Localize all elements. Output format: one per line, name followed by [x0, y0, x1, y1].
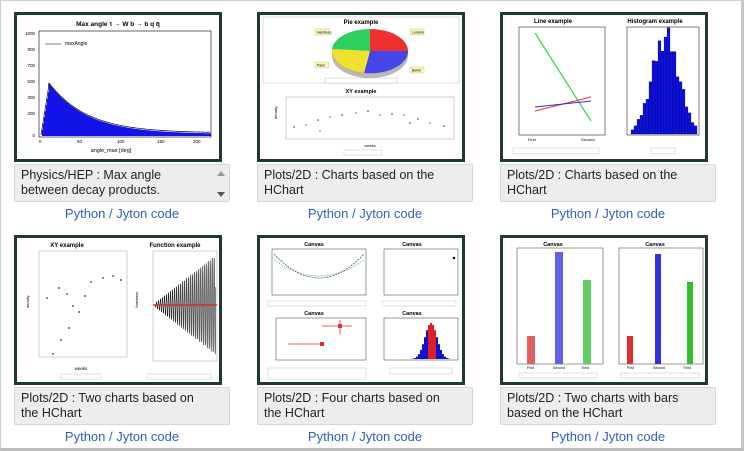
thumb-xlabel: angle_max [deg]	[91, 148, 132, 154]
thumb-title-2: Canvas	[402, 242, 422, 248]
svg-text:900: 900	[27, 47, 35, 52]
svg-text:Paris: Paris	[317, 64, 325, 68]
caption-1: Physics/HEP : Max angle between decay pr…	[14, 164, 230, 202]
thumb-title: Canvas	[304, 242, 324, 248]
svg-text:Berlin: Berlin	[412, 69, 421, 73]
thumb-title: Max angle τ → W b → b q q̄	[76, 20, 160, 28]
svg-text:weeks: weeks	[75, 366, 89, 371]
svg-text:Hamburg: Hamburg	[317, 31, 331, 35]
caption-text: Physics/HEP : Max angle between decay pr…	[21, 168, 162, 197]
python-code-link-5[interactable]: Python / Jyton code	[307, 429, 423, 444]
svg-text:100: 100	[117, 139, 125, 144]
thumb-legend: maxAngle	[65, 41, 87, 47]
svg-text:density: density	[273, 106, 278, 119]
svg-text:First: First	[528, 137, 537, 142]
svg-text:First: First	[527, 366, 534, 370]
thumb-title: Line example	[534, 19, 573, 25]
caption-scrollbar[interactable]	[215, 169, 227, 199]
thumb-title-4: Canvas	[402, 311, 422, 317]
thumb-title-2: Histogram example	[627, 19, 683, 25]
svg-text:Second: Second	[653, 366, 665, 370]
svg-text:200: 200	[193, 139, 201, 144]
svg-text:density: density	[25, 295, 30, 308]
python-code-link-3[interactable]: Python / Jyton code	[550, 206, 666, 221]
caption-text: Plots/2D : Two charts with bars based on…	[507, 391, 679, 420]
caption-5: Plots/2D : Four charts based on the HCha…	[257, 387, 473, 425]
svg-text:500: 500	[27, 79, 35, 84]
gallery-item-3: Line example First Second Histogram examp…	[500, 12, 722, 226]
caption-4: Plots/2D : Two charts based on the HChar…	[14, 387, 230, 425]
thumb-title-2: Function example	[149, 243, 201, 249]
caption-6: Plots/2D : Two charts with bars based on…	[500, 387, 716, 425]
gallery-item-1: Max angle τ → W b → b q q̄ maxAngle 1000…	[14, 12, 236, 226]
python-code-link-4[interactable]: Python / Jyton code	[64, 429, 180, 444]
svg-text:First: First	[627, 366, 634, 370]
caption-text: Plots/2D : Charts based on the HChart	[264, 168, 435, 197]
svg-text:Third: Third	[581, 366, 589, 370]
python-code-link-6[interactable]: Python / Jyton code	[550, 429, 666, 444]
thumb-title-2: Canvas	[645, 242, 665, 248]
svg-text:Third: Third	[683, 366, 691, 370]
gallery-item-6: Canvas First Second Third Canvas First Seco…	[500, 235, 722, 449]
svg-text:weeks: weeks	[364, 143, 375, 148]
svg-text:London: London	[412, 31, 424, 35]
gallery-item-2: Pie example Hamburg London Paris Berlin …	[257, 12, 479, 226]
svg-text:300: 300	[27, 95, 35, 100]
svg-text:50: 50	[77, 139, 83, 144]
thumbnail-line-histogram[interactable]: Line example First Second Histogram examp…	[500, 12, 708, 162]
thumb-title: Pie example	[344, 20, 379, 26]
thumb-title-3: Canvas	[304, 311, 324, 317]
gallery-item-5: Canvas Canvas Canvas Canvas Plots/	[257, 235, 479, 449]
python-code-link-2[interactable]: Python / Jyton code	[307, 206, 423, 221]
svg-text:Numbers: Numbers	[134, 292, 139, 308]
python-code-link-1[interactable]: Python / Jyton code	[64, 206, 180, 221]
svg-text:Second: Second	[553, 366, 565, 370]
svg-text:Second: Second	[581, 137, 595, 142]
svg-text:0: 0	[32, 133, 35, 138]
svg-text:150: 150	[157, 139, 165, 144]
svg-text:200: 200	[27, 111, 35, 116]
thumb-title-2: XY example	[346, 89, 377, 95]
caption-3: Plots/2D : Charts based on the HChart	[500, 164, 716, 202]
svg-text:1000: 1000	[25, 31, 36, 36]
thumbnail-two-bar-charts[interactable]: Canvas First Second Third Canvas First Seco…	[500, 235, 708, 385]
svg-text:700: 700	[27, 63, 35, 68]
scroll-down-icon[interactable]	[217, 192, 225, 197]
thumb-title: Canvas	[543, 242, 563, 248]
thumbnail-pie-xy[interactable]: Pie example Hamburg London Paris Berlin …	[257, 12, 465, 162]
caption-text: Plots/2D : Four charts based on the HCha…	[264, 391, 440, 420]
gallery-item-4: XY example density weeks Function exampl…	[14, 235, 236, 449]
thumbnail-four-canvas[interactable]: Canvas Canvas Canvas Canvas	[257, 235, 465, 385]
svg-text:0: 0	[39, 139, 42, 144]
thumbnail-max-angle[interactable]: Max angle τ → W b → b q q̄ maxAngle 1000…	[14, 12, 222, 162]
thumb-title: XY example	[50, 243, 84, 249]
scroll-up-icon[interactable]	[217, 171, 225, 176]
caption-2: Plots/2D : Charts based on the HChart	[257, 164, 473, 202]
caption-text: Plots/2D : Two charts based on the HChar…	[21, 391, 194, 420]
caption-text: Plots/2D : Charts based on the HChart	[507, 168, 678, 197]
thumbnail-xy-function[interactable]: XY example density weeks Function exampl…	[14, 235, 222, 385]
